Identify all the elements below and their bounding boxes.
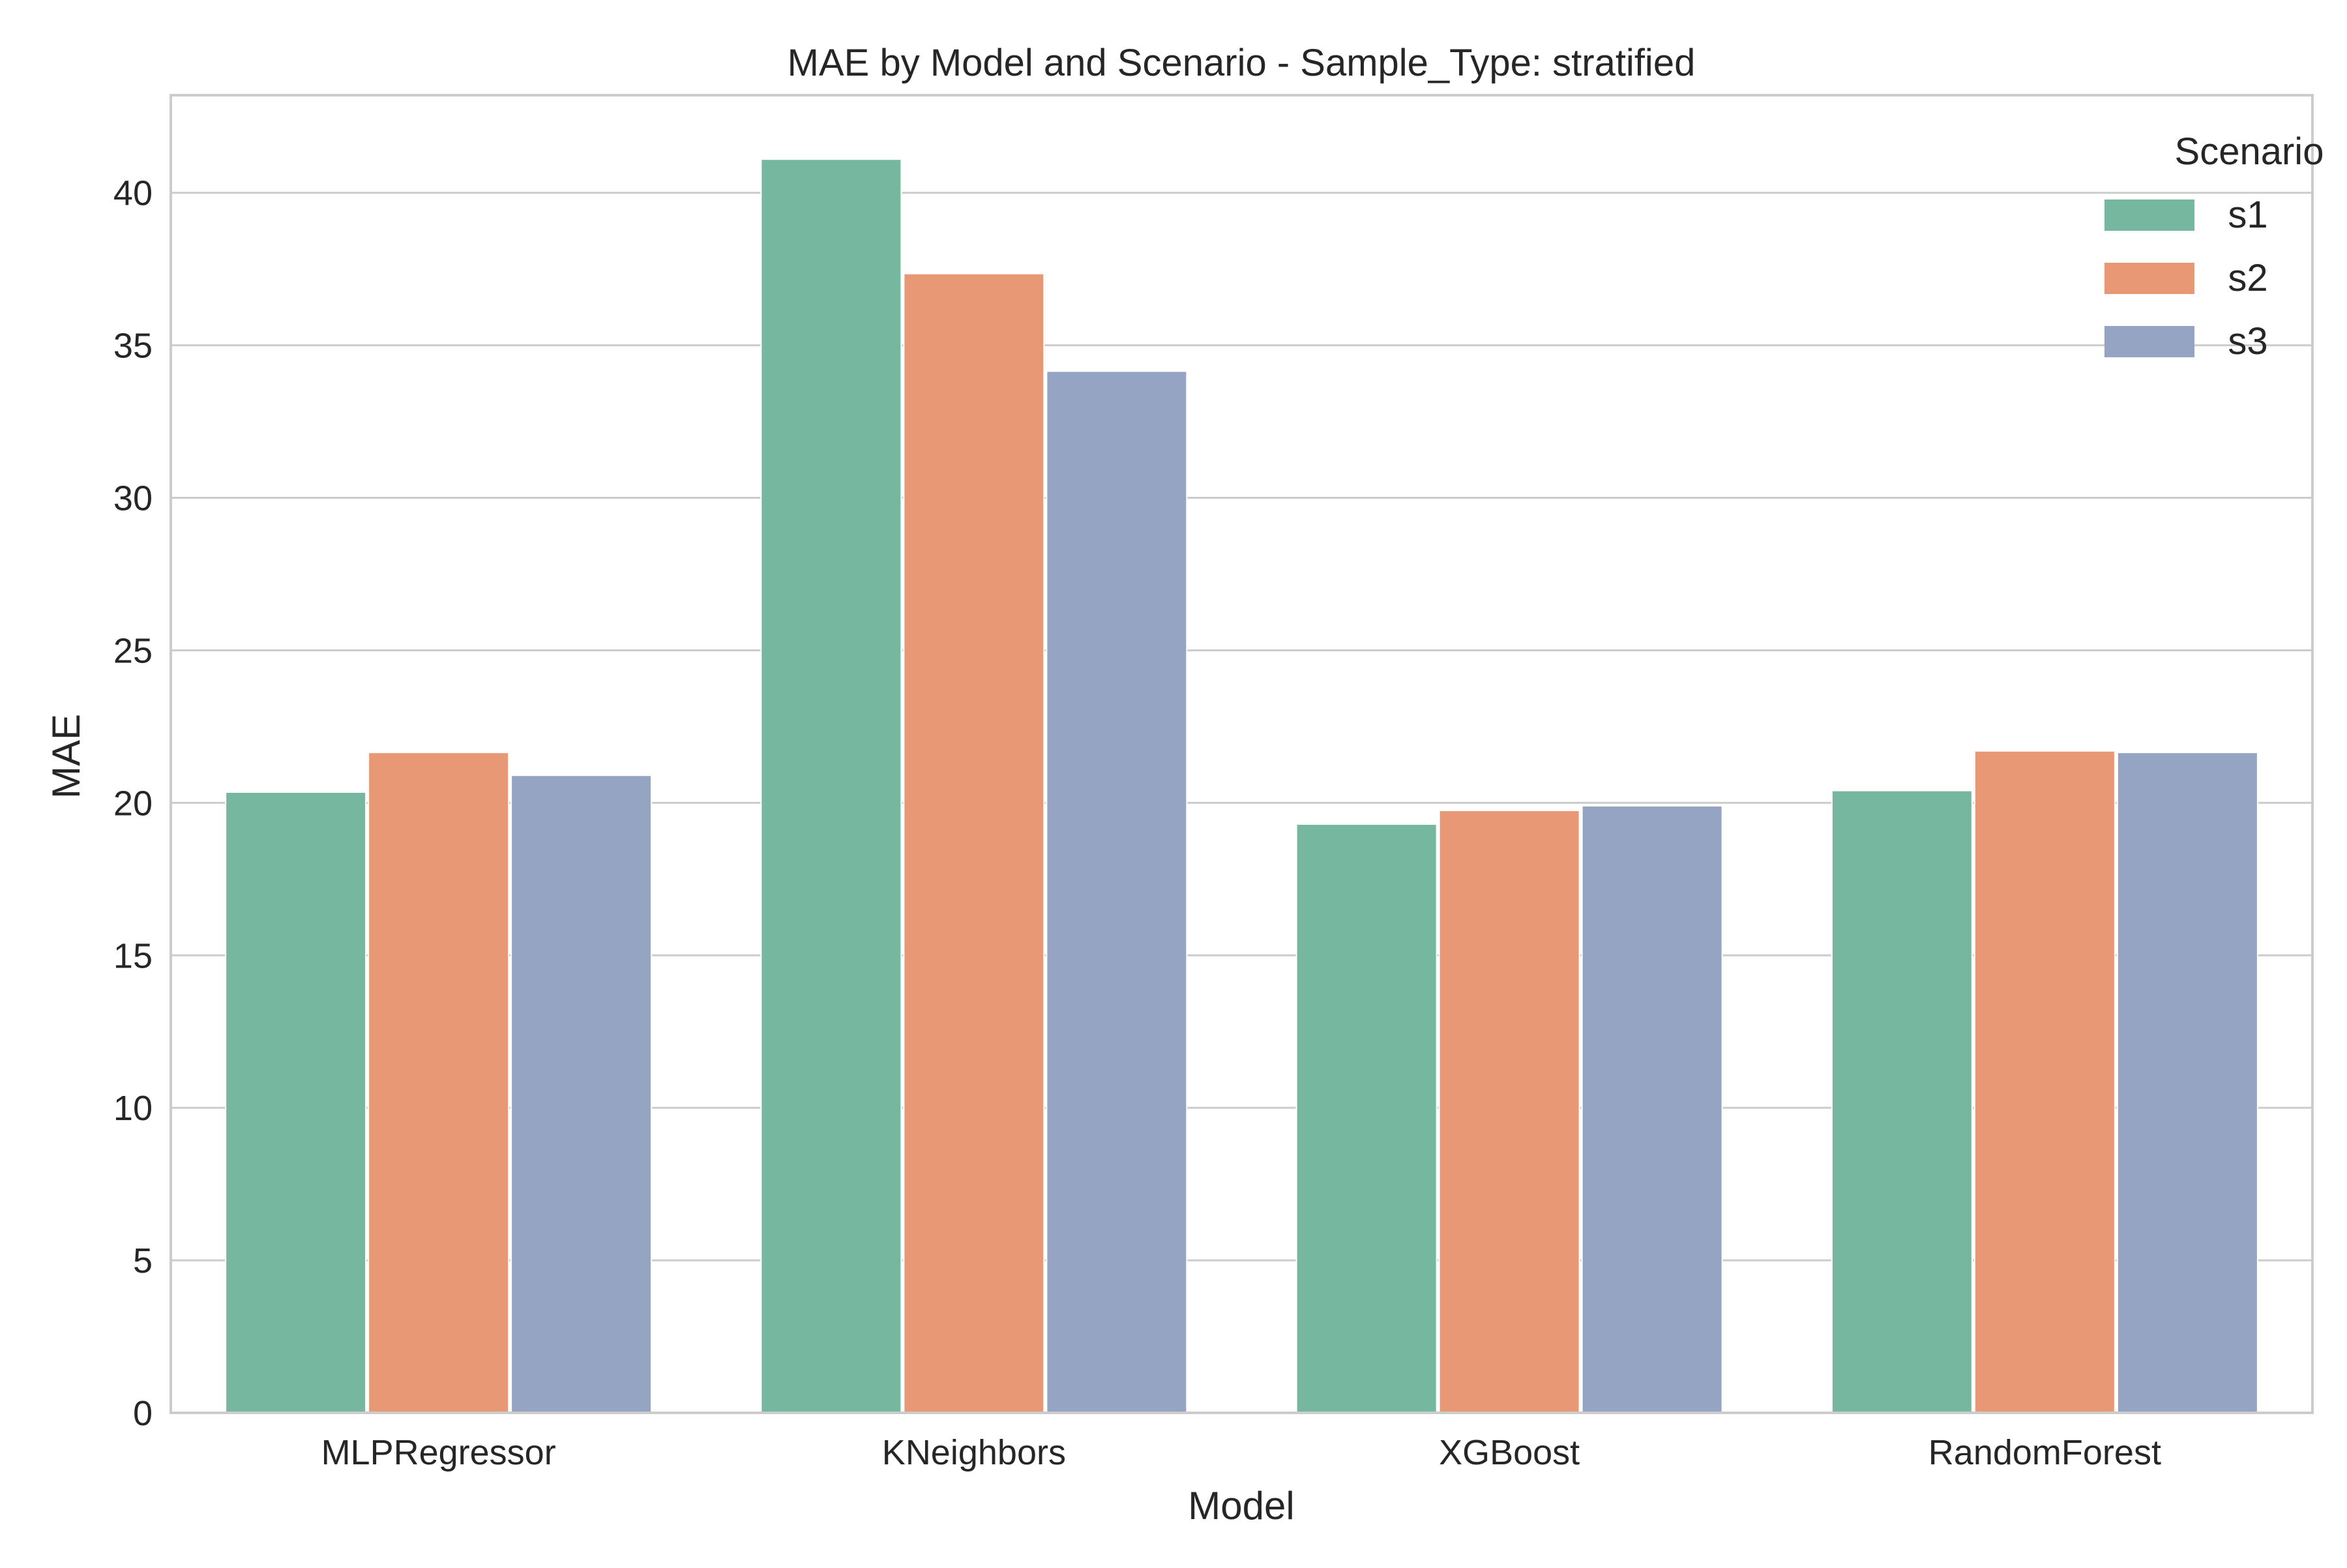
y-tick-label: 25: [113, 631, 153, 670]
x-tick-label: MLPRegressor: [321, 1433, 556, 1472]
bar-s1-mlpregressor: [225, 791, 367, 1413]
bar-s3-xgboost: [1581, 805, 1723, 1414]
y-axis-label: MAE: [44, 714, 88, 799]
y-tick-label: 20: [113, 784, 153, 823]
legend-label-s3: s3: [2228, 320, 2267, 362]
bar-s2-randomforest: [1973, 750, 2116, 1413]
y-tick-label: 0: [133, 1394, 153, 1433]
y-tick-label: 5: [133, 1241, 153, 1280]
x-tick-label: KNeighbors: [882, 1433, 1066, 1472]
legend-items: s1 s2 s3: [2104, 194, 2268, 362]
bar-s1-xgboost: [1295, 823, 1438, 1413]
legend-swatch-s3: [2104, 326, 2194, 357]
bar-s2-xgboost: [1438, 810, 1580, 1414]
bar-s3-randomforest: [2116, 752, 2258, 1413]
y-tick-labels: 0 5 10 15 20 25 30 35 40: [113, 174, 153, 1433]
bar-s3-kneighbors: [1046, 370, 1188, 1414]
legend-title: Scenario: [2175, 130, 2324, 173]
x-tick-label: XGBoost: [1439, 1433, 1580, 1472]
bar-s2-mlpregressor: [368, 752, 510, 1413]
y-tick-label: 40: [113, 174, 153, 213]
bar-s3-mlpregressor: [510, 775, 653, 1413]
x-tick-label: RandomForest: [1928, 1433, 2161, 1472]
chart-title: MAE by Model and Scenario - Sample_Type:…: [788, 42, 1696, 84]
bar-s1-kneighbors: [760, 158, 902, 1414]
legend: Scenario s1 s2 s3: [2104, 130, 2324, 362]
x-tick-labels: MLPRegressor KNeighbors XGBoost RandomFores…: [321, 1433, 2161, 1472]
legend-label-s1: s1: [2228, 194, 2267, 236]
bar-layer: [225, 158, 2258, 1414]
plot-frame: [170, 94, 2314, 1414]
y-tick-label: 30: [113, 479, 153, 518]
y-tick-label: 10: [113, 1089, 153, 1128]
legend-swatch-s2: [2104, 263, 2194, 294]
x-axis-label: Model: [1188, 1484, 1294, 1528]
y-tick-label: 15: [113, 936, 153, 975]
legend-label-s2: s2: [2228, 257, 2267, 299]
bar-s2-kneighbors: [903, 273, 1045, 1413]
legend-swatch-s1: [2104, 200, 2194, 231]
bar-s1-randomforest: [1831, 790, 1973, 1413]
y-tick-label: 35: [113, 327, 153, 366]
